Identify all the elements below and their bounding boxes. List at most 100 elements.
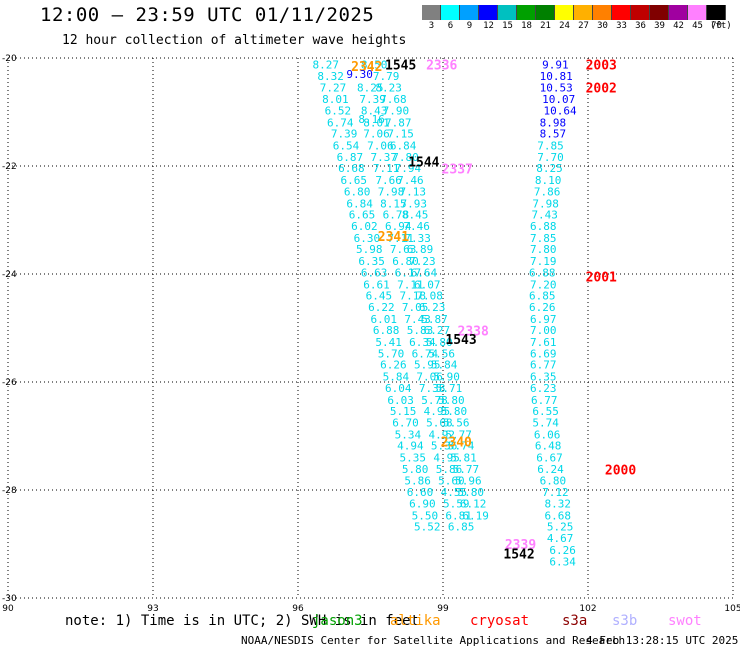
data-point: 7.23: [409, 255, 436, 268]
data-point: 7.12: [542, 486, 569, 499]
data-point: 5.34: [395, 428, 422, 441]
data-point: 6.85: [529, 290, 556, 303]
pass-label: 2000: [605, 463, 636, 478]
pass-label: 2339: [505, 538, 536, 553]
legend-swatch: [707, 5, 726, 20]
data-point: 7.15: [387, 128, 414, 141]
data-point: 7.90: [383, 104, 410, 117]
data-point: 7.80: [392, 151, 419, 164]
legend-label: 21: [540, 21, 551, 31]
legend-swatch: [422, 5, 441, 20]
legend-label: 45: [692, 21, 703, 31]
data-point: 6.77: [531, 394, 558, 407]
data-point: 6.89: [407, 243, 434, 256]
data-point: 8.32: [545, 498, 572, 511]
x-tick-label: 90: [2, 604, 14, 614]
data-point: 5.80: [438, 394, 465, 407]
data-point: 6.94: [385, 220, 412, 233]
legend-label: 39: [654, 21, 665, 31]
data-point: 8.50: [361, 58, 388, 71]
data-point: 5.84: [431, 359, 458, 372]
data-point: 6.35: [358, 255, 385, 268]
y-tick-label: -28: [2, 486, 17, 496]
data-point: 6.34: [549, 555, 576, 568]
data-point: 7.80: [530, 243, 557, 256]
data-point: 9.91: [542, 58, 569, 71]
data-point: 7.85: [537, 139, 564, 152]
pass-label: 2337: [442, 163, 473, 178]
data-point: 6.26: [380, 359, 407, 372]
data-point: 9.30: [346, 68, 373, 81]
data-point: 5.80: [441, 405, 468, 418]
data-point: 5.36: [431, 440, 458, 453]
data-point: 7.70: [537, 151, 564, 164]
data-point: 8.01: [363, 116, 390, 129]
data-point: 8.45: [402, 209, 429, 222]
legend-swatch: [574, 5, 593, 20]
data-point: 6.07: [414, 278, 441, 291]
data-point: 6.45: [366, 290, 393, 303]
legend-swatch: [650, 5, 669, 20]
data-point: 7.37: [371, 151, 398, 164]
y-tick-label: -22: [2, 162, 17, 172]
data-point: 5.35: [400, 452, 427, 465]
legend-s3a: s3a: [562, 613, 588, 629]
data-point: 5.25: [547, 521, 574, 534]
data-point: 5.86: [436, 463, 463, 476]
data-point: 6.35: [530, 371, 557, 384]
pass-label: 1544: [408, 156, 439, 171]
data-point: 7.08: [416, 290, 443, 303]
data-point: 8.25: [536, 162, 563, 175]
data-point: 6.19: [462, 509, 489, 522]
data-point: 6.12: [460, 498, 487, 511]
data-point: 7.20: [530, 278, 557, 291]
data-point: 6.74: [412, 347, 439, 360]
legend-s3b: s3b: [612, 613, 638, 629]
data-point: 5.56: [429, 347, 456, 360]
data-point: 6.77: [530, 359, 557, 372]
data-point: 6.06: [534, 428, 561, 441]
data-point: 5.86: [404, 474, 431, 487]
x-tick-label: 99: [437, 604, 449, 614]
data-point: 5.84: [383, 371, 410, 384]
data-point: 6.24: [537, 463, 564, 476]
data-point: 8.57: [540, 128, 567, 141]
pass-label: 1545: [385, 58, 416, 73]
data-point: 6.68: [545, 509, 572, 522]
data-point: 6.01: [371, 313, 398, 326]
page-subtitle: 12 hour collection of altimeter wave hei…: [62, 33, 407, 48]
data-point: 6.22: [368, 301, 395, 314]
legend-swatch: [441, 5, 460, 20]
data-point: 6.69: [530, 347, 557, 360]
data-point: 6.80: [392, 255, 419, 268]
data-point: 6.23: [419, 301, 446, 314]
legend-label: 33: [616, 21, 627, 31]
pass-label: 2002: [586, 82, 617, 97]
data-point: 8.10: [535, 174, 562, 187]
x-tick-label: 93: [147, 604, 158, 614]
data-point: 6.78: [383, 209, 410, 222]
data-point: 6.27: [424, 324, 451, 337]
pass-label: 1543: [445, 333, 476, 348]
data-point: 5.59: [443, 498, 470, 511]
data-point: 6.80: [540, 474, 567, 487]
x-tick-label: 96: [292, 604, 304, 614]
data-point: 6.87: [337, 151, 364, 164]
y-tick-label: -30: [2, 594, 17, 604]
data-point: 6.63: [361, 266, 388, 279]
data-point: 6.84: [346, 197, 373, 210]
pass-label: 2338: [458, 325, 489, 340]
data-point: 8.01: [322, 93, 349, 106]
data-point: 5.90: [433, 371, 460, 384]
data-point: 7.46: [397, 174, 424, 187]
data-point: 5.41: [375, 336, 402, 349]
data-point: 8.15: [380, 197, 407, 210]
data-point: 5.60: [438, 474, 465, 487]
data-point: 6.85: [448, 521, 475, 534]
data-point: 6.02: [351, 220, 378, 233]
data-point: 4.92: [429, 428, 456, 441]
legend-label: 15: [502, 21, 513, 31]
data-point: 7.98: [532, 197, 559, 210]
data-point: 10.64: [544, 104, 577, 117]
